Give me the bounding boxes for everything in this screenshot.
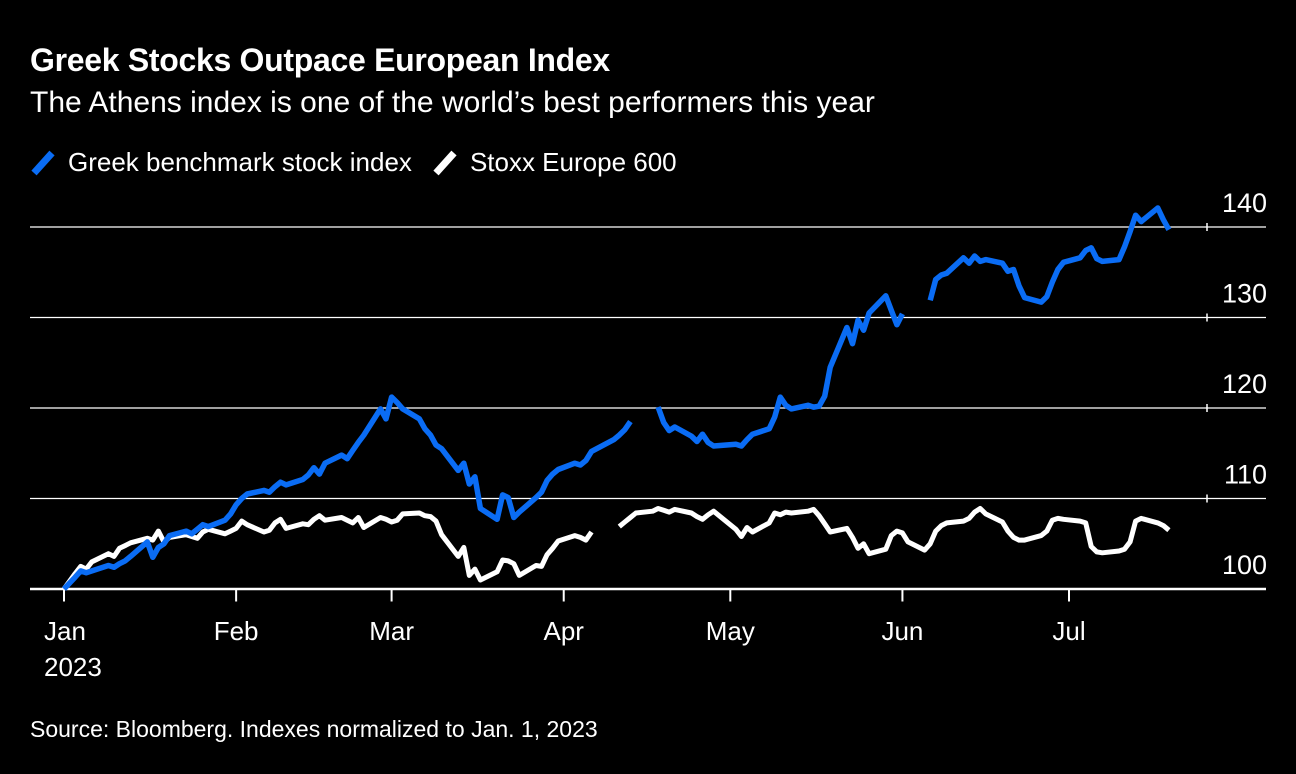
- y-axis-label: 120: [1222, 369, 1267, 399]
- stoxx-europe-600-series: [61, 506, 1171, 591]
- source-note: Source: Bloomberg. Indexes normalized to…: [30, 716, 598, 742]
- gridlines: 140 130 120 110 100: [30, 188, 1267, 591]
- greek-benchmark-stock-index-line: [61, 394, 633, 591]
- chart-title: Greek Stocks Outpace European Index: [30, 42, 610, 78]
- x-axis-label: Feb: [214, 616, 259, 646]
- x-axis-label: May: [706, 616, 755, 646]
- legend-item-stoxx: Stoxx Europe 600: [432, 147, 677, 178]
- y-axis-label: 140: [1222, 188, 1267, 218]
- legend-label-stoxx: Stoxx Europe 600: [469, 147, 677, 177]
- x-axis: Jan 2023 Feb Mar Apr May Jun Jul: [44, 589, 1086, 682]
- greek-series-slash-icon: [31, 150, 55, 175]
- x-axis-label: Jun: [881, 616, 923, 646]
- stoxx-europe-600-line: [617, 506, 1171, 557]
- x-axis-label: Apr: [543, 616, 584, 646]
- x-axis-label: Jan: [44, 616, 86, 646]
- x-axis-year-label: 2023: [44, 652, 102, 682]
- greek-benchmark-stock-index-line: [927, 205, 1172, 305]
- chart-legend: Greek benchmark stock index Stoxx Europe…: [30, 147, 697, 178]
- chart-subtitle: The Athens index is one of the world’s b…: [30, 86, 875, 119]
- greek-benchmark-stock-index-line: [655, 293, 905, 449]
- y-axis-label: 110: [1224, 460, 1267, 490]
- stoxx-series-slash-icon: [433, 150, 457, 175]
- legend-item-greek: Greek benchmark stock index: [30, 147, 412, 178]
- legend-label-greek: Greek benchmark stock index: [68, 147, 412, 177]
- greek-benchmark-stock-index-series: [61, 205, 1172, 591]
- y-axis-label: 100: [1222, 550, 1267, 580]
- x-axis-label: Jul: [1052, 616, 1085, 646]
- x-axis-label: Mar: [369, 616, 414, 646]
- stoxx-europe-600-line: [61, 510, 594, 591]
- y-axis-label: 130: [1222, 279, 1267, 309]
